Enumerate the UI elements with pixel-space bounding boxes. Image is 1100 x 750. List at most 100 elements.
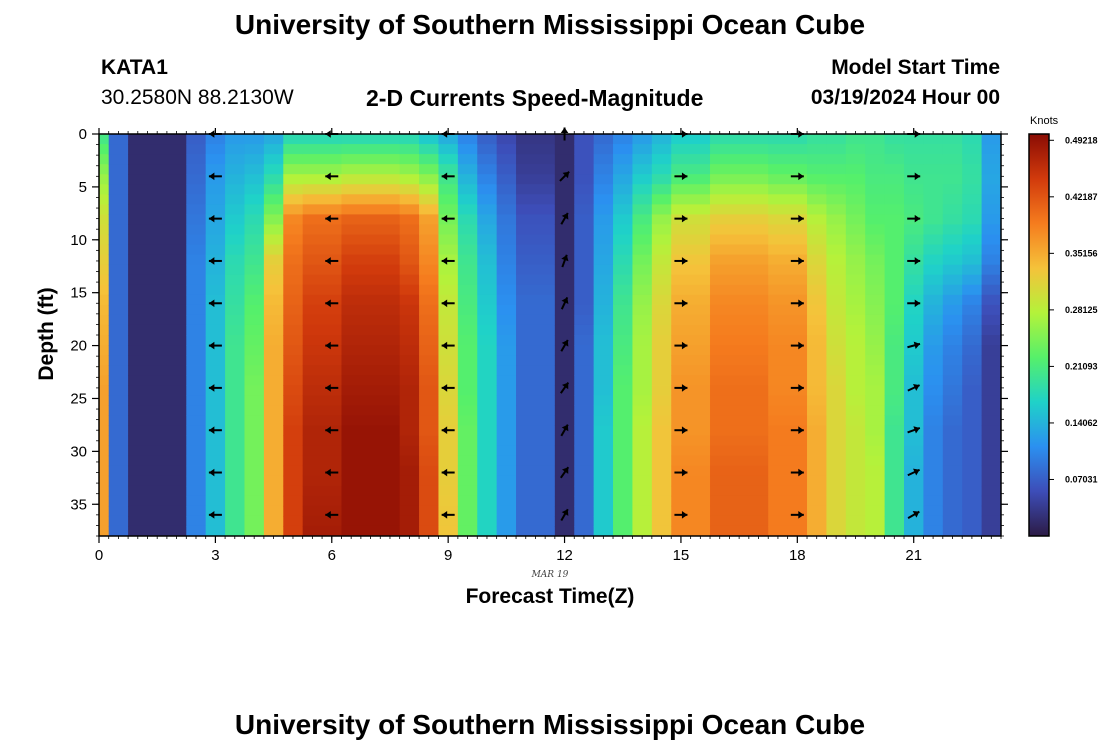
heatmap-cell	[923, 435, 944, 447]
heatmap-cell	[186, 244, 207, 256]
heatmap-cell	[283, 174, 304, 185]
heatmap-cell	[807, 244, 828, 256]
heatmap-cell	[457, 324, 478, 336]
heatmap-cell	[613, 415, 634, 427]
heatmap-cell	[807, 314, 828, 326]
heatmap-cell	[99, 144, 110, 155]
heatmap-cell	[632, 385, 653, 396]
heatmap-cell	[419, 214, 440, 226]
heatmap-cell	[981, 505, 1001, 517]
heatmap-cell	[613, 274, 634, 286]
heatmap-cell	[593, 154, 614, 165]
heatmap-cell	[904, 345, 925, 356]
heatmap-cell	[457, 154, 478, 165]
heatmap-cell	[341, 214, 401, 226]
heatmap-cell	[826, 365, 847, 376]
heatmap-cell	[826, 425, 847, 437]
current-arrow	[208, 172, 222, 181]
heatmap-cell	[981, 174, 1001, 185]
heatmap-cell	[826, 204, 847, 215]
heatmap-cell	[457, 345, 478, 356]
heatmap-cell	[807, 174, 828, 185]
heatmap-cell	[865, 345, 886, 356]
heatmap-cell	[807, 515, 828, 527]
heatmap-cell	[438, 164, 459, 175]
heatmap-cell	[768, 505, 808, 517]
heatmap-cell	[244, 365, 265, 376]
heatmap-cell	[457, 395, 478, 406]
heatmap-cell	[768, 495, 808, 507]
heatmap-cell	[845, 425, 866, 437]
heatmap-cell	[671, 385, 711, 396]
heatmap-cell	[302, 455, 343, 467]
heatmap-cell	[593, 214, 614, 226]
heatmap-cell	[942, 505, 963, 517]
heatmap-cell	[942, 515, 963, 527]
heatmap-cell	[865, 224, 886, 236]
heatmap-cell	[632, 204, 653, 215]
heatmap-cell	[651, 405, 672, 416]
current-arrow	[790, 468, 804, 477]
heatmap-cell	[225, 294, 246, 306]
heatmap-cell	[516, 515, 556, 527]
heatmap-cell	[865, 314, 886, 326]
current-arrow	[907, 257, 921, 265]
heatmap-cell	[768, 244, 808, 256]
heatmap-cell	[99, 154, 110, 165]
heatmap-cell	[477, 134, 498, 145]
heatmap-cell	[438, 224, 459, 236]
heatmap-cell	[554, 164, 575, 175]
current-arrow	[441, 299, 455, 308]
heatmap-cell	[205, 324, 226, 336]
heatmap-cell	[263, 345, 284, 356]
heatmap-cell	[225, 134, 246, 145]
heatmap-cell	[438, 485, 459, 497]
heatmap-cell	[186, 184, 207, 195]
current-arrow	[790, 299, 804, 308]
y-tick-label: 30	[70, 443, 87, 460]
heatmap-cell	[865, 405, 886, 416]
heatmap-cell	[225, 515, 246, 527]
heatmap-cell	[283, 485, 304, 497]
heatmap-cell	[496, 495, 517, 507]
heatmap-cell	[225, 415, 246, 427]
heatmap-cell	[438, 244, 459, 256]
heatmap-cell	[186, 375, 207, 386]
heatmap-cell	[302, 355, 343, 366]
heatmap-cell	[438, 335, 459, 346]
heatmap-cell	[865, 335, 886, 346]
heatmap-cell	[593, 375, 614, 386]
heatmap-cell	[438, 525, 459, 536]
heatmap-cell	[651, 495, 672, 507]
heatmap-cell	[128, 264, 187, 276]
heatmap-cell	[632, 174, 653, 185]
heatmap-cell	[99, 224, 110, 236]
heatmap-cell	[186, 415, 207, 427]
heatmap-cell	[225, 465, 246, 477]
heatmap-cell	[981, 465, 1001, 477]
heatmap-cell	[108, 304, 129, 316]
heatmap-cell	[99, 314, 110, 326]
current-arrow	[441, 511, 455, 519]
heatmap-cell	[593, 335, 614, 346]
current-arrow	[208, 426, 222, 435]
heatmap-cell	[923, 234, 944, 246]
heatmap-cell	[574, 144, 595, 155]
current-arrow	[208, 341, 222, 350]
heatmap-cell	[904, 204, 925, 215]
heatmap-cell	[244, 345, 265, 356]
heatmap-cell	[710, 445, 769, 457]
heatmap-cell	[399, 244, 420, 256]
heatmap-cell	[399, 475, 420, 487]
heatmap-cell	[108, 244, 129, 256]
heatmap-cell	[205, 485, 226, 497]
heatmap-cell	[942, 274, 963, 286]
heatmap-cell	[574, 515, 595, 527]
heatmap-cell	[942, 254, 963, 266]
heatmap-cell	[981, 134, 1001, 145]
heatmap-cell	[225, 525, 246, 536]
heatmap-cell	[99, 405, 110, 416]
heatmap-cell	[128, 355, 187, 366]
heatmap-cell	[884, 375, 905, 386]
station-coordinates: 30.2580N 88.2130W	[101, 86, 294, 109]
